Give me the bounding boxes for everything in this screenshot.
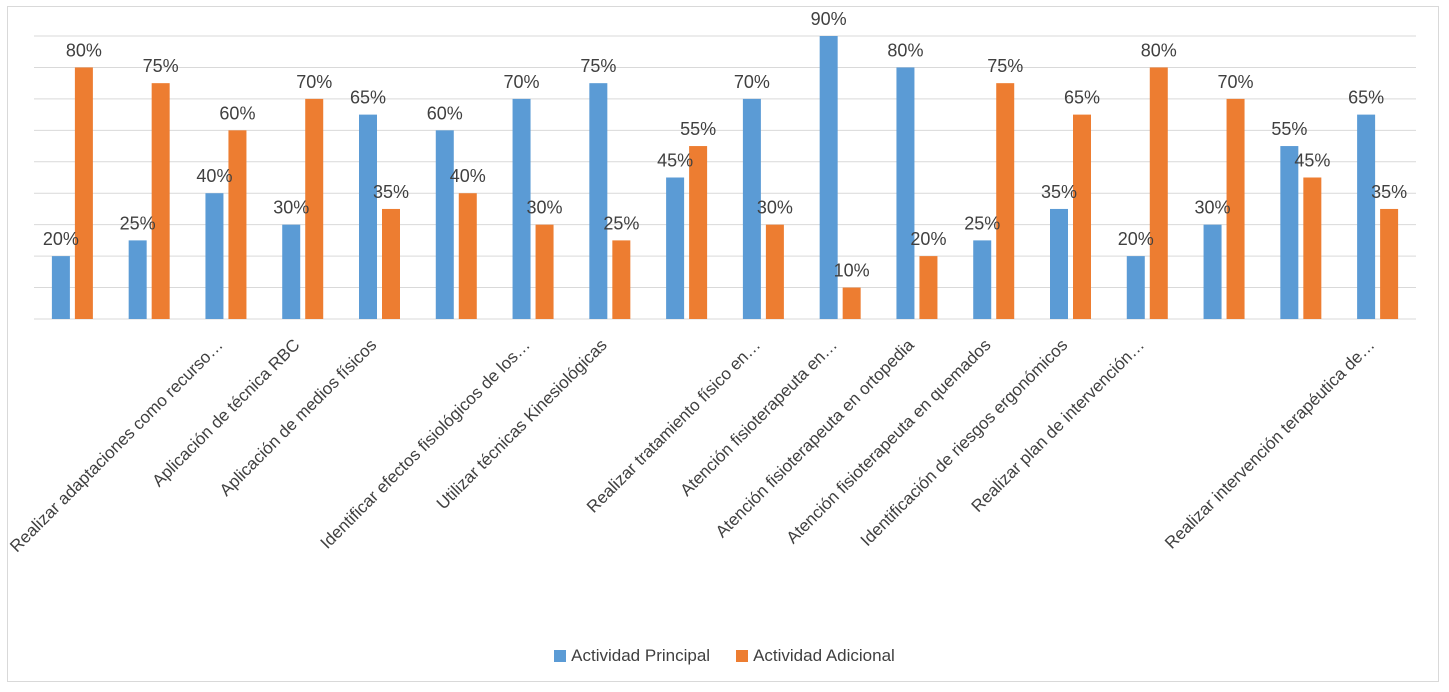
data-label-adicional: 40%	[450, 166, 486, 186]
data-label-principal: 30%	[273, 198, 309, 218]
data-label-adicional: 10%	[834, 261, 870, 281]
data-label-principal: 40%	[196, 166, 232, 186]
bar-principal	[282, 224, 301, 319]
bar-principal	[435, 130, 454, 319]
data-label-principal: 45%	[657, 151, 693, 171]
data-label-principal: 20%	[1118, 229, 1154, 249]
data-label-principal: 75%	[580, 56, 616, 76]
bar-principal	[1126, 256, 1145, 319]
category-label: Utilizar técnicas Kinesiológicas	[433, 335, 611, 513]
data-label-adicional: 20%	[910, 229, 946, 249]
bar-adicional	[919, 256, 938, 319]
data-label-principal: 35%	[1041, 182, 1077, 202]
data-label-adicional: 25%	[603, 213, 639, 233]
legend-swatch-principal	[554, 650, 567, 662]
category-label: Aplicación de técnica RBC	[148, 335, 303, 490]
bar-principal	[128, 240, 147, 319]
data-label-adicional: 75%	[143, 56, 179, 76]
data-label-adicional: 45%	[1294, 151, 1330, 171]
data-label-adicional: 70%	[296, 72, 332, 92]
data-label-adicional: 80%	[66, 40, 102, 60]
chart-frame	[7, 6, 1439, 682]
data-label-principal: 70%	[734, 72, 770, 92]
category-label: Atención fisioterapeuta en…	[677, 335, 841, 499]
bar-adicional	[305, 98, 324, 319]
data-label-principal: 55%	[1271, 119, 1307, 139]
bar-principal	[359, 114, 377, 319]
bar-adicional	[1380, 208, 1399, 319]
bar-principal	[1280, 146, 1299, 319]
bar-adicional	[74, 67, 93, 319]
data-label-principal: 25%	[120, 213, 156, 233]
legend-item-principal: Actividad Principal	[554, 646, 710, 666]
category-label: Realizar plan de intervención…	[968, 335, 1148, 515]
legend-label-principal: Actividad Principal	[571, 646, 711, 665]
bar-principal	[512, 98, 531, 319]
bar-adicional	[535, 224, 554, 319]
bar-principal	[742, 98, 761, 319]
data-label-principal: 60%	[427, 103, 463, 123]
legend-swatch-adicional	[736, 650, 749, 662]
bar-adicional	[151, 83, 170, 320]
legend-label-adicional: Actividad Adicional	[753, 646, 895, 665]
bar-principal	[666, 177, 685, 319]
bar-principal	[51, 256, 70, 319]
bar-adicional	[1303, 177, 1322, 319]
data-label-principal: 80%	[887, 40, 923, 60]
bars	[51, 36, 1399, 320]
bar-principal	[589, 83, 608, 320]
data-label-adicional: 65%	[1064, 88, 1100, 108]
bar-adicional	[689, 146, 708, 319]
data-label-adicional: 80%	[1141, 40, 1177, 60]
data-label-principal: 25%	[964, 213, 1000, 233]
bar-principal	[205, 193, 224, 319]
data-label-principal: 90%	[811, 9, 847, 29]
bar-principal	[1357, 114, 1376, 319]
data-label-adicional: 30%	[757, 198, 793, 218]
bar-principal	[973, 240, 992, 319]
bar-adicional	[1073, 114, 1091, 319]
data-label-principal: 65%	[1348, 88, 1384, 108]
bar-adicional	[1226, 98, 1245, 319]
data-label-adicional: 35%	[373, 182, 409, 202]
bar-principal	[1050, 208, 1068, 319]
data-label-adicional: 55%	[680, 119, 716, 139]
bar-adicional	[842, 287, 861, 319]
bar-adicional	[1149, 67, 1168, 319]
data-label-principal: 70%	[504, 72, 540, 92]
bar-principal	[896, 67, 915, 319]
bar-adicional	[612, 240, 631, 319]
data-label-adicional: 70%	[1218, 72, 1254, 92]
data-label-adicional: 35%	[1371, 182, 1407, 202]
data-label-adicional: 60%	[219, 103, 255, 123]
bar-principal	[1203, 224, 1222, 319]
bar-adicional	[458, 193, 477, 319]
legend: Actividad Principal Actividad Adicional	[0, 646, 1449, 666]
data-label-principal: 30%	[1195, 198, 1231, 218]
bar-principal	[819, 36, 838, 319]
bar-adicional	[996, 83, 1015, 320]
category-labels: Realizar adaptaciones como recurso…Aplic…	[8, 335, 1378, 556]
category-label: Realizar intervención terapéutica de…	[1161, 335, 1378, 552]
bar-adicional	[228, 130, 247, 319]
legend-item-adicional: Actividad Adicional	[736, 646, 895, 666]
bar-adicional	[765, 224, 784, 319]
data-labels: 20% 25% 40% 30% 65% 60% 70% 75% 45% 70% 90% 80% 25% 3…	[43, 9, 1407, 281]
bar-adicional	[382, 208, 400, 319]
category-label: Aplicación de medios físicos	[216, 335, 380, 499]
data-label-adicional: 30%	[527, 198, 563, 218]
data-label-adicional: 75%	[987, 56, 1023, 76]
data-label-principal: 20%	[43, 229, 79, 249]
gridlines	[34, 35, 1416, 320]
data-label-principal: 65%	[350, 88, 386, 108]
